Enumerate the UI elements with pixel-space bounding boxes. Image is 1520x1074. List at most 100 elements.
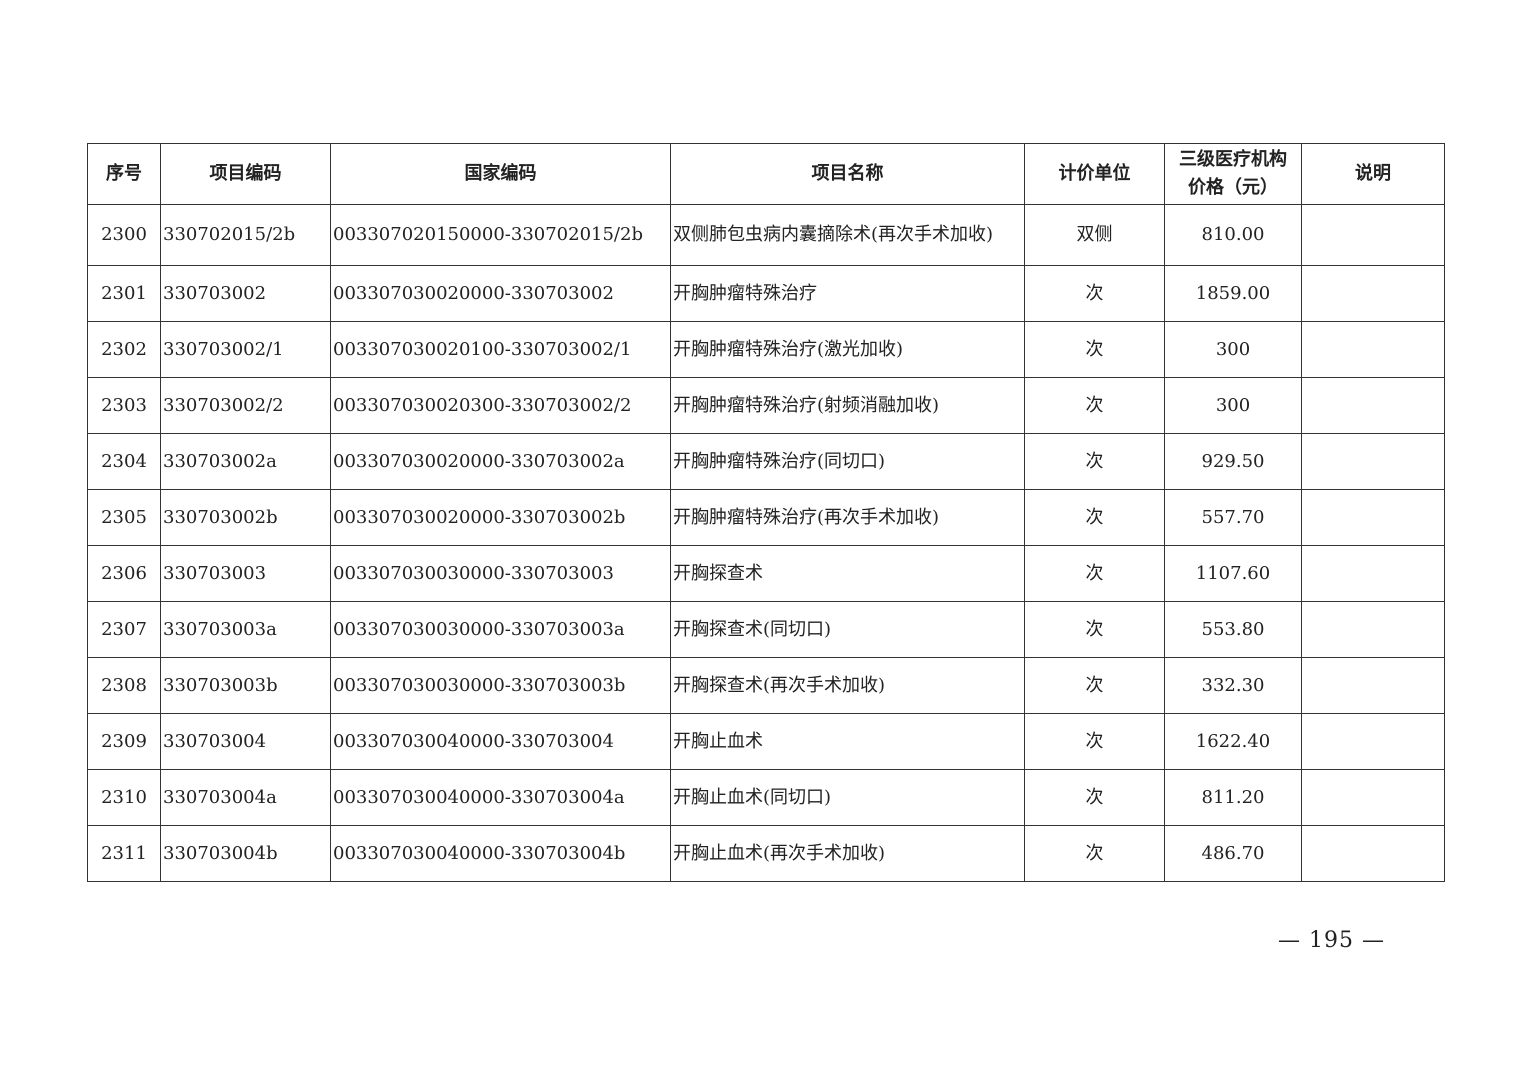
cell-unit: 次: [1024, 321, 1165, 378]
cell-item-name: 开胸探查术(同切口): [670, 601, 1025, 658]
cell-item-name: 开胸止血术(再次手术加收): [670, 825, 1025, 882]
cell-price: 553.80: [1164, 601, 1302, 658]
cell-national-code: 003307020150000-330702015/2b: [330, 204, 671, 266]
cell-unit: 次: [1024, 545, 1165, 602]
page-number: — 195 —: [1278, 928, 1385, 953]
cell-item-name: 开胸探查术: [670, 545, 1025, 602]
cell-note: [1301, 545, 1445, 602]
cell-price: 557.70: [1164, 489, 1302, 546]
table-row: 2311 330703004b 003307030040000-330703004b…: [87, 825, 1445, 882]
cell-price: 810.00: [1164, 204, 1302, 266]
price-table: 序号 项目编码 国家编码 项目名称 计价单位 三级医疗机构 价格（元） 说明 2300 3307…: [87, 143, 1445, 882]
cell-index: 2302: [87, 321, 161, 378]
cell-index: 2307: [87, 601, 161, 658]
cell-item-code: 330703004a: [160, 769, 331, 826]
cell-item-code: 330703003a: [160, 601, 331, 658]
cell-price: 1622.40: [1164, 713, 1302, 770]
header-col-note: 说明: [1301, 143, 1445, 205]
header-col-item-name: 项目名称: [670, 143, 1025, 205]
cell-unit: 次: [1024, 377, 1165, 434]
cell-item-code: 330703004: [160, 713, 331, 770]
table-row: 2303 330703002/2 003307030020300-330703002…: [87, 377, 1445, 434]
cell-index: 2310: [87, 769, 161, 826]
cell-index: 2301: [87, 265, 161, 322]
cell-price: 1859.00: [1164, 265, 1302, 322]
cell-national-code: 003307030020100-330703002/1: [330, 321, 671, 378]
cell-item-code: 330703002a: [160, 433, 331, 490]
cell-item-code: 330703003b: [160, 657, 331, 714]
cell-note: [1301, 204, 1445, 266]
cell-index: 2303: [87, 377, 161, 434]
cell-item-code: 330703002b: [160, 489, 331, 546]
cell-item-code: 330703002/1: [160, 321, 331, 378]
cell-note: [1301, 265, 1445, 322]
cell-item-name: 开胸探查术(再次手术加收): [670, 657, 1025, 714]
cell-item-name: 开胸止血术: [670, 713, 1025, 770]
cell-index: 2311: [87, 825, 161, 882]
cell-national-code: 003307030030000-330703003a: [330, 601, 671, 658]
cell-unit: 次: [1024, 657, 1165, 714]
table-row: 2300 330702015/2b 003307020150000-33070201…: [87, 204, 1445, 266]
cell-index: 2306: [87, 545, 161, 602]
cell-item-name: 开胸肿瘤特殊治疗(同切口): [670, 433, 1025, 490]
table-row: 2306 330703003 003307030030000-330703003 开胸…: [87, 545, 1445, 602]
cell-national-code: 003307030020300-330703002/2: [330, 377, 671, 434]
cell-national-code: 003307030040000-330703004a: [330, 769, 671, 826]
cell-note: [1301, 657, 1445, 714]
cell-index: 2304: [87, 433, 161, 490]
cell-national-code: 003307030020000-330703002: [330, 265, 671, 322]
cell-item-name: 开胸肿瘤特殊治疗: [670, 265, 1025, 322]
cell-note: [1301, 489, 1445, 546]
cell-item-code: 330703004b: [160, 825, 331, 882]
cell-price: 811.20: [1164, 769, 1302, 826]
header-col-item-code: 项目编码: [160, 143, 331, 205]
cell-national-code: 003307030020000-330703002b: [330, 489, 671, 546]
cell-unit: 次: [1024, 769, 1165, 826]
cell-index: 2305: [87, 489, 161, 546]
cell-note: [1301, 321, 1445, 378]
table-row: 2308 330703003b 003307030030000-330703003b…: [87, 657, 1445, 714]
cell-price: 486.70: [1164, 825, 1302, 882]
header-col-national-code: 国家编码: [330, 143, 671, 205]
cell-national-code: 003307030040000-330703004: [330, 713, 671, 770]
cell-note: [1301, 825, 1445, 882]
cell-unit: 次: [1024, 265, 1165, 322]
cell-item-name: 开胸肿瘤特殊治疗(射频消融加收): [670, 377, 1025, 434]
cell-national-code: 003307030020000-330703002a: [330, 433, 671, 490]
cell-price: 300: [1164, 377, 1302, 434]
cell-note: [1301, 769, 1445, 826]
cell-note: [1301, 433, 1445, 490]
header-col-index: 序号: [87, 143, 161, 205]
cell-unit: 次: [1024, 433, 1165, 490]
cell-item-name: 开胸肿瘤特殊治疗(激光加收): [670, 321, 1025, 378]
table-row: 2309 330703004 003307030040000-330703004 开胸…: [87, 713, 1445, 770]
table-row: 2305 330703002b 003307030020000-330703002b…: [87, 489, 1445, 546]
cell-item-code: 330703003: [160, 545, 331, 602]
cell-note: [1301, 713, 1445, 770]
cell-national-code: 003307030040000-330703004b: [330, 825, 671, 882]
table-row: 2304 330703002a 003307030020000-330703002a…: [87, 433, 1445, 490]
cell-unit: 次: [1024, 825, 1165, 882]
cell-item-code: 330703002/2: [160, 377, 331, 434]
cell-unit: 次: [1024, 601, 1165, 658]
cell-item-name: 开胸止血术(同切口): [670, 769, 1025, 826]
header-col-unit: 计价单位: [1024, 143, 1165, 205]
cell-price: 929.50: [1164, 433, 1302, 490]
cell-item-code: 330703002: [160, 265, 331, 322]
cell-price: 300: [1164, 321, 1302, 378]
cell-national-code: 003307030030000-330703003: [330, 545, 671, 602]
cell-index: 2300: [87, 204, 161, 266]
cell-unit: 次: [1024, 489, 1165, 546]
cell-price: 332.30: [1164, 657, 1302, 714]
table-row: 2301 330703002 003307030020000-330703002 开胸…: [87, 265, 1445, 322]
cell-price: 1107.60: [1164, 545, 1302, 602]
cell-index: 2308: [87, 657, 161, 714]
table-row: 2307 330703003a 003307030030000-330703003a…: [87, 601, 1445, 658]
cell-note: [1301, 377, 1445, 434]
cell-index: 2309: [87, 713, 161, 770]
table-header-row: 序号 项目编码 国家编码 项目名称 计价单位 三级医疗机构 价格（元） 说明: [87, 143, 1445, 205]
cell-unit: 次: [1024, 713, 1165, 770]
header-col-price: 三级医疗机构 价格（元）: [1164, 143, 1302, 205]
cell-unit: 双侧: [1024, 204, 1165, 266]
cell-national-code: 003307030030000-330703003b: [330, 657, 671, 714]
